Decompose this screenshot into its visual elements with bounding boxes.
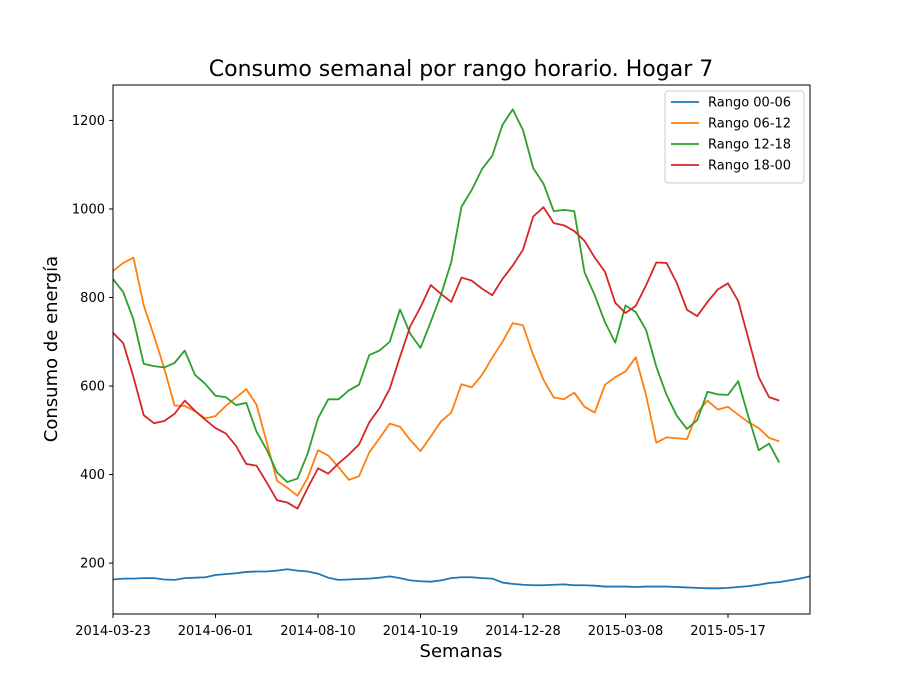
legend-label-1: Rango 00-06	[708, 96, 791, 111]
x-tick-label: 2015-03-08	[588, 624, 664, 639]
x-tick-label: 2014-03-23	[75, 624, 151, 639]
y-tick-label: 600	[80, 380, 105, 395]
legend-label-3: Rango 12-18	[708, 138, 791, 153]
series-line-3	[112, 108, 781, 483]
plot-frame	[112, 84, 811, 615]
y-axis: 200 400 600 800 1000 1200	[72, 114, 113, 572]
x-tick-label: 2015-05-17	[690, 624, 766, 639]
chart-title: Consumo semanal por rango horario. Hogar…	[209, 57, 713, 82]
legend: Rango 00-06 Rango 06-12 Rango 12-18 Rango 1…	[664, 90, 805, 184]
legend-label-2: Rango 06-12	[708, 117, 791, 132]
y-tick-label: 1200	[72, 114, 105, 129]
x-tick-label: 2014-06-01	[178, 624, 254, 639]
x-axis: 2014-03-23 2014-06-01 2014-08-10 2014-10-19…	[75, 614, 766, 639]
y-tick-label: 800	[80, 291, 105, 306]
y-tick-label: 200	[80, 557, 105, 572]
y-tick-label: 1000	[72, 202, 105, 217]
legend-label-4: Rango 18-00	[708, 159, 791, 174]
x-tick-label: 2014-10-19	[383, 624, 459, 639]
legend-box	[664, 90, 805, 184]
x-axis-title: Semanas	[420, 641, 503, 662]
series-line-1	[112, 568, 811, 590]
x-tick-label: 2014-12-28	[485, 624, 561, 639]
series-line-2	[112, 256, 780, 497]
plot-area	[112, 108, 811, 590]
x-tick-label: 2014-08-10	[280, 624, 356, 639]
y-axis-title: Consumo de energía	[41, 256, 62, 442]
series-line-4	[112, 206, 780, 510]
y-tick-label: 400	[80, 468, 105, 483]
